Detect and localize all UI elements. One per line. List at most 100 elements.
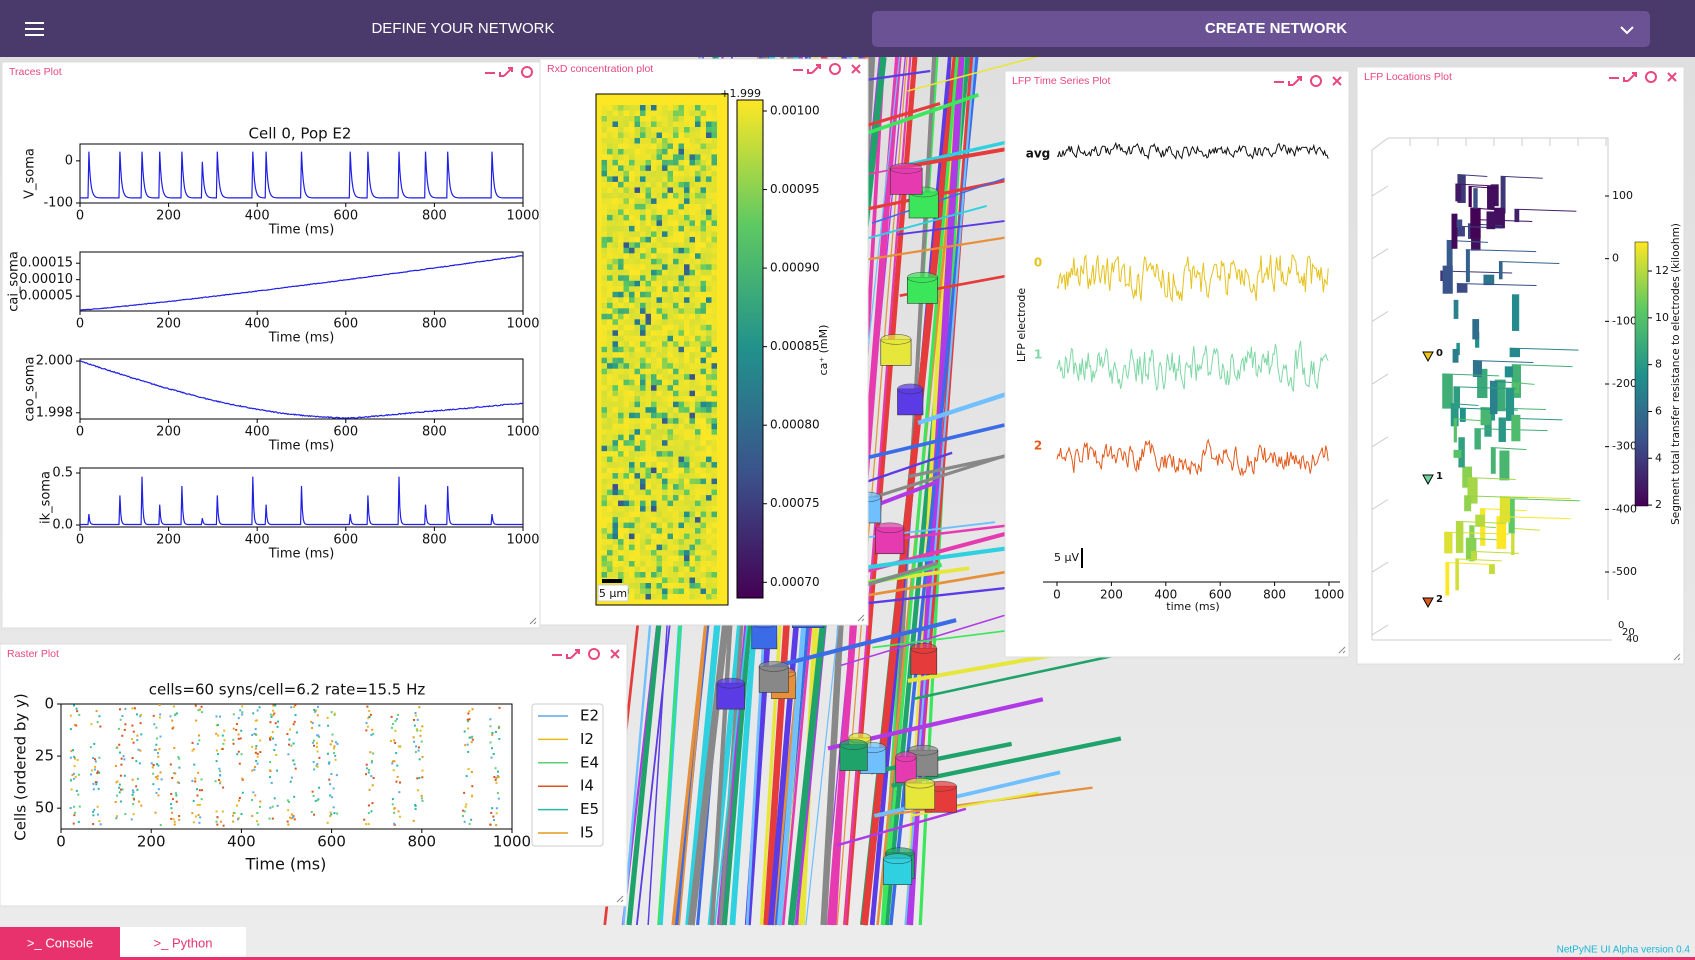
spike-dot bbox=[91, 769, 94, 772]
heatmap-cell bbox=[623, 275, 630, 282]
heatmap-cell bbox=[601, 522, 608, 529]
spike-dot bbox=[77, 773, 80, 776]
heatmap-cell bbox=[623, 385, 630, 392]
heatmap-cell bbox=[618, 214, 624, 221]
spike-dot bbox=[468, 718, 471, 721]
heatmap-cell bbox=[629, 429, 635, 436]
heatmap-cell bbox=[689, 440, 696, 447]
heatmap-cell bbox=[618, 280, 624, 287]
maximize-button[interactable] bbox=[566, 649, 580, 659]
heatmap-cell bbox=[717, 341, 723, 348]
heatmap-cell bbox=[695, 473, 701, 479]
spike-dot bbox=[367, 804, 370, 807]
heatmap-cell bbox=[695, 143, 701, 150]
heatmap-cell bbox=[651, 478, 657, 485]
heatmap-cell bbox=[722, 429, 729, 436]
heatmap-cell bbox=[695, 396, 701, 403]
create-network-tab[interactable] bbox=[872, 11, 1650, 47]
heatmap-cell bbox=[612, 528, 619, 534]
heatmap-cell bbox=[678, 599, 685, 606]
maximize-button[interactable] bbox=[807, 64, 821, 74]
heatmap-cell bbox=[711, 462, 718, 468]
segment bbox=[1473, 188, 1478, 209]
heatmap-cell bbox=[695, 231, 701, 238]
heatmap-cell bbox=[695, 368, 701, 375]
heatmap-cell bbox=[662, 154, 668, 161]
heatmap-cell bbox=[717, 236, 723, 243]
heatmap-cell bbox=[607, 566, 613, 573]
spike-dot bbox=[71, 773, 74, 776]
spike-dot bbox=[96, 770, 99, 773]
heatmap-cell bbox=[634, 313, 641, 320]
python-tab[interactable] bbox=[120, 927, 246, 960]
heatmap-cell bbox=[656, 187, 663, 194]
heatmap-cell bbox=[651, 467, 657, 474]
heatmap-cell bbox=[717, 357, 723, 364]
heatmap-cell bbox=[634, 385, 641, 392]
collapse-button[interactable] bbox=[521, 66, 533, 78]
heatmap-cell bbox=[651, 451, 657, 458]
x-axis-label: Time (ms) bbox=[268, 331, 335, 346]
heatmap-cell bbox=[684, 138, 690, 144]
heatmap-cell bbox=[656, 478, 663, 485]
heatmap-cell bbox=[618, 566, 624, 573]
heatmap-cell bbox=[607, 214, 613, 221]
spike-dot bbox=[333, 752, 336, 755]
spike-dot bbox=[196, 803, 199, 806]
heatmap-cell bbox=[645, 346, 652, 353]
close-button[interactable] bbox=[1332, 76, 1342, 86]
heatmap-cell bbox=[634, 379, 641, 386]
heatmap-cell bbox=[711, 357, 718, 364]
heatmap-cell bbox=[684, 599, 690, 606]
maximize-button[interactable] bbox=[1288, 76, 1302, 86]
create-network-label[interactable]: CREATE NETWORK bbox=[1205, 20, 1347, 37]
spike-dot bbox=[76, 710, 79, 713]
heatmap-cell bbox=[689, 445, 696, 452]
x-tick-label: 200 bbox=[156, 317, 181, 332]
heatmap-cell bbox=[678, 214, 685, 221]
collapse-button[interactable] bbox=[1645, 71, 1657, 83]
heatmap-cell bbox=[629, 572, 635, 578]
heatmap-cell bbox=[645, 423, 652, 430]
heatmap-cell bbox=[623, 99, 630, 106]
heatmap-cell bbox=[651, 374, 657, 381]
heatmap-cell bbox=[662, 544, 668, 551]
spike-dot bbox=[256, 762, 259, 765]
segment bbox=[1451, 213, 1458, 249]
heatmap-cell bbox=[601, 148, 608, 155]
menu-button[interactable] bbox=[25, 22, 44, 36]
close-button[interactable] bbox=[1667, 72, 1677, 82]
spike-dot bbox=[391, 760, 394, 763]
spike-dot bbox=[178, 815, 181, 818]
define-network-tab[interactable]: DEFINE YOUR NETWORK bbox=[371, 20, 554, 37]
heatmap-cell bbox=[623, 363, 630, 370]
maximize-button[interactable] bbox=[499, 67, 513, 77]
heatmap-cell bbox=[678, 297, 685, 304]
heatmap-cell bbox=[717, 330, 723, 337]
collapse-button[interactable] bbox=[588, 648, 600, 660]
heatmap-cell bbox=[596, 456, 602, 463]
heatmap-cell bbox=[607, 451, 613, 458]
heatmap-cell bbox=[684, 462, 690, 468]
spike-dot bbox=[115, 781, 118, 784]
heatmap-cell bbox=[601, 379, 608, 386]
heatmap-cell bbox=[667, 434, 674, 441]
heatmap-cell bbox=[607, 110, 613, 117]
heatmap-cell bbox=[684, 269, 690, 276]
heatmap-cell bbox=[695, 225, 701, 232]
heatmap-cell bbox=[711, 110, 718, 117]
spike-dot bbox=[293, 720, 296, 723]
dropdown-chevron[interactable] bbox=[1620, 26, 1634, 35]
console-tab[interactable] bbox=[0, 927, 120, 960]
collapse-button[interactable] bbox=[1310, 75, 1322, 87]
python-tab-label[interactable]: >_ Python bbox=[154, 935, 213, 950]
heatmap-cell bbox=[684, 429, 690, 436]
spike-dot bbox=[467, 727, 470, 730]
close-button[interactable] bbox=[610, 649, 620, 659]
console-tab-label[interactable]: >_ Console bbox=[27, 935, 93, 950]
heatmap-cell bbox=[596, 308, 602, 315]
collapse-button[interactable] bbox=[829, 63, 841, 75]
close-button[interactable] bbox=[851, 64, 861, 74]
spike-dot bbox=[413, 724, 416, 727]
maximize-button[interactable] bbox=[1623, 72, 1637, 82]
